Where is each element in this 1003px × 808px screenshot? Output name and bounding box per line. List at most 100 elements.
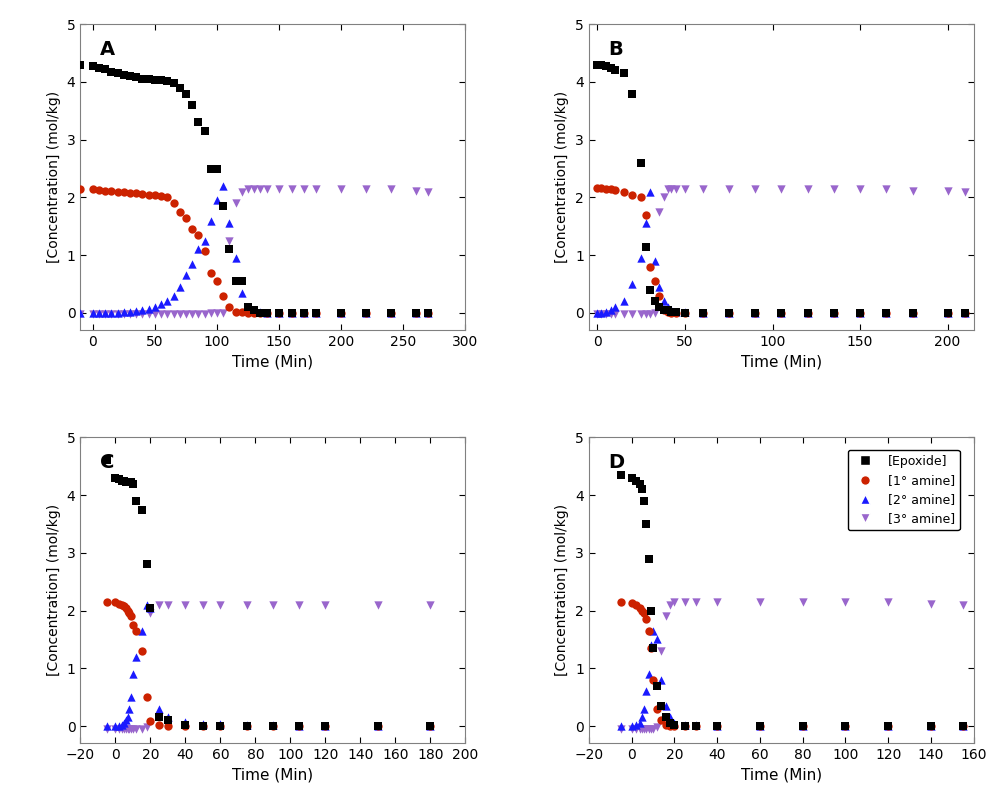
Point xyxy=(640,625,656,638)
Point xyxy=(98,454,114,467)
Point xyxy=(659,183,675,196)
Point xyxy=(209,275,225,288)
Point xyxy=(382,306,398,319)
Point xyxy=(159,191,176,204)
Point xyxy=(317,599,333,612)
Point xyxy=(647,295,663,308)
Point xyxy=(152,298,169,311)
Point xyxy=(134,307,150,320)
Point xyxy=(212,720,228,733)
Point xyxy=(138,691,154,704)
Point xyxy=(123,691,139,704)
Point xyxy=(115,306,131,319)
Point xyxy=(159,711,176,724)
Point xyxy=(659,304,675,317)
Point xyxy=(633,156,649,169)
Point xyxy=(659,305,675,318)
Point xyxy=(358,306,374,319)
Point xyxy=(246,306,262,319)
Point xyxy=(589,308,605,321)
Point xyxy=(798,306,814,319)
Point xyxy=(228,275,244,288)
Point xyxy=(184,258,200,271)
Point xyxy=(333,306,349,319)
Point xyxy=(239,720,255,733)
Point xyxy=(333,183,349,196)
Point xyxy=(178,87,194,100)
Point xyxy=(140,188,156,201)
Point xyxy=(668,306,684,319)
Point xyxy=(687,719,703,732)
Point xyxy=(308,306,324,319)
Point xyxy=(358,306,374,319)
Point xyxy=(234,275,250,288)
Point xyxy=(191,116,207,128)
Point xyxy=(91,183,107,196)
X-axis label: Time (Min): Time (Min) xyxy=(232,355,313,370)
Point xyxy=(140,307,156,320)
Point xyxy=(593,182,609,195)
Point xyxy=(296,306,312,319)
Point xyxy=(772,306,788,319)
Point xyxy=(172,205,188,218)
Point xyxy=(152,189,169,202)
Point xyxy=(146,301,162,314)
Point xyxy=(956,306,972,319)
Point xyxy=(308,306,324,319)
Point xyxy=(642,642,658,654)
Point xyxy=(172,307,188,320)
Point xyxy=(638,612,654,625)
Point xyxy=(138,558,154,570)
Legend: [Epoxide], [1° amine], [2° amine], [3° amine]: [Epoxide], [1° amine], [2° amine], [3° a… xyxy=(847,450,959,531)
Point xyxy=(904,306,920,319)
Point xyxy=(191,307,207,320)
Point xyxy=(103,306,119,319)
Point xyxy=(593,306,609,319)
Point xyxy=(837,720,853,733)
Point xyxy=(91,306,107,319)
Point xyxy=(109,67,125,80)
Point xyxy=(852,306,868,319)
Point xyxy=(369,720,385,733)
Point xyxy=(662,305,678,318)
Point xyxy=(798,183,814,196)
Point xyxy=(662,306,678,319)
Point xyxy=(209,306,225,319)
Text: D: D xyxy=(608,452,624,472)
Point xyxy=(142,601,158,614)
Point xyxy=(123,722,139,735)
Point xyxy=(632,717,648,730)
Point xyxy=(240,301,256,314)
Point xyxy=(939,306,955,319)
Point xyxy=(641,307,657,320)
Point xyxy=(623,722,639,735)
Point xyxy=(215,306,231,319)
Point xyxy=(422,720,438,733)
Point xyxy=(644,722,660,735)
Point xyxy=(317,720,333,733)
Point xyxy=(641,284,657,297)
Point xyxy=(746,306,762,319)
Point xyxy=(110,597,126,610)
Point xyxy=(124,619,140,632)
Point xyxy=(676,306,692,319)
Point xyxy=(589,306,605,319)
Point xyxy=(636,722,652,735)
Point xyxy=(720,183,736,196)
Point xyxy=(798,306,814,319)
Point xyxy=(708,720,724,733)
Point xyxy=(197,124,213,137)
Point xyxy=(140,73,156,86)
Point xyxy=(178,716,194,729)
Point xyxy=(649,702,665,715)
Point xyxy=(954,599,970,612)
Point xyxy=(115,308,131,321)
Point xyxy=(612,720,628,733)
Point xyxy=(794,720,810,733)
Point xyxy=(203,266,219,279)
Point xyxy=(837,595,853,608)
Point xyxy=(649,680,665,692)
Point xyxy=(138,721,154,734)
Point xyxy=(661,717,677,730)
Point xyxy=(687,595,703,608)
